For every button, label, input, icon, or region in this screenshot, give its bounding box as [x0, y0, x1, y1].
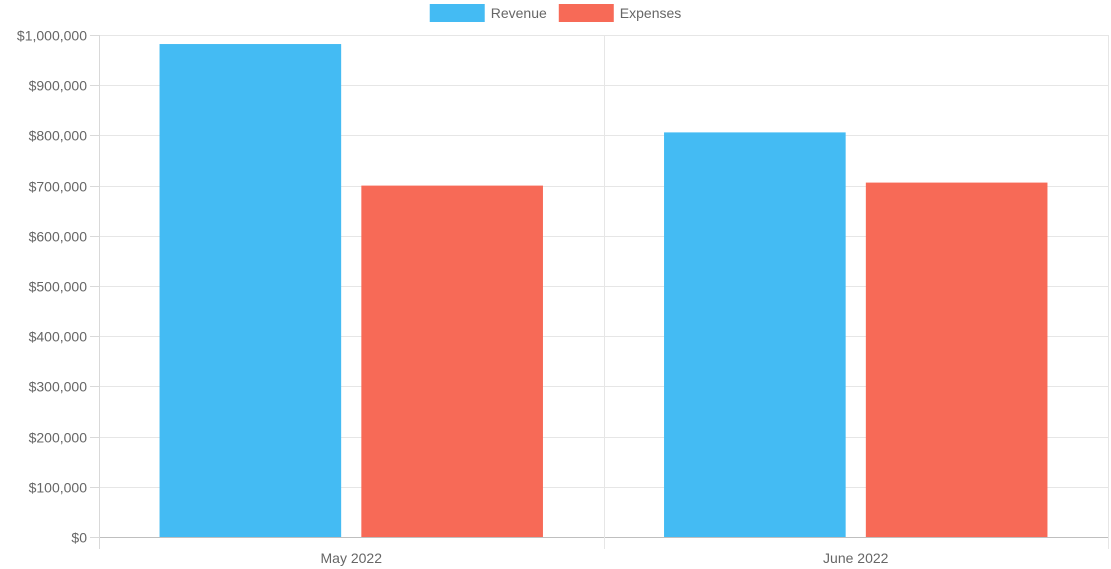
legend-label: Expenses — [620, 5, 681, 21]
legend-swatch — [429, 4, 485, 22]
legend-label: Revenue — [491, 5, 547, 21]
bar-expenses-1[interactable] — [865, 182, 1048, 537]
y-tick-label: $900,000 — [29, 78, 88, 94]
y-tick-label: $500,000 — [29, 279, 88, 295]
y-tick-label: $600,000 — [29, 229, 88, 245]
y-tick-label: $1,000,000 — [17, 28, 87, 44]
y-tick-label: $400,000 — [29, 329, 88, 345]
y-tick-label: $100,000 — [29, 480, 88, 496]
x-tick-label: May 2022 — [321, 550, 383, 566]
chart-bars — [159, 44, 1048, 537]
y-tick-label: $800,000 — [29, 128, 88, 144]
bar-expenses-0[interactable] — [361, 185, 543, 537]
y-tick-label: $0 — [71, 530, 87, 546]
y-tick-label: $700,000 — [29, 179, 88, 195]
y-axis: $0 $100,000 $200,000 $300,000 $400,000 $500,0… — [17, 28, 87, 546]
chart-legend: Revenue Expenses — [429, 4, 681, 22]
x-axis: May 2022 June 2022 — [321, 550, 889, 566]
legend-item-expenses[interactable]: Expenses — [558, 4, 681, 22]
bar-revenue-1[interactable] — [664, 132, 846, 537]
legend-swatch — [558, 4, 614, 22]
x-tick-label: June 2022 — [823, 550, 889, 566]
y-tick-label: $200,000 — [29, 430, 88, 446]
y-tick-label: $300,000 — [29, 379, 88, 395]
bar-revenue-0[interactable] — [159, 44, 342, 537]
legend-item-revenue[interactable]: Revenue — [429, 4, 547, 22]
